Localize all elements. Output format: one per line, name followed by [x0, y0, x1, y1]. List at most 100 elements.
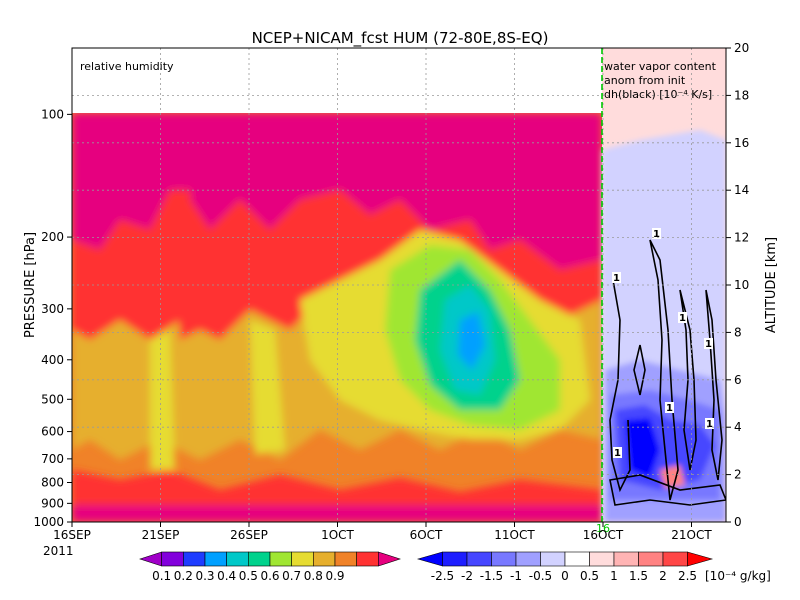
colorbar-rh-label: 0.7	[282, 569, 301, 583]
colorbar-anom-swatch	[662, 551, 688, 567]
colorbar-anom-label: -1.5	[480, 569, 503, 583]
colorbar-anom-swatch	[540, 551, 566, 567]
anom-region-pos	[660, 465, 685, 488]
colorbar-rh-label: 0.6	[260, 569, 279, 583]
colorbar-anom-swatch	[442, 551, 468, 567]
colorbar-anom-label: 2	[659, 569, 667, 583]
colorbar-anom-swatch	[564, 551, 590, 567]
forecast-start-label: 16	[596, 522, 610, 535]
y-left-tick-label: 100	[41, 107, 64, 121]
dh-contour-3	[679, 289, 697, 471]
colorbar-rh-label: 0.8	[304, 569, 323, 583]
colorbar-rh-swatch	[269, 551, 292, 567]
colorbar-rh-label: 0.2	[174, 569, 193, 583]
grid-lines	[72, 48, 726, 522]
colorbar-anom-swatch	[687, 551, 714, 567]
colorbar-rh-swatch	[378, 551, 401, 567]
colorbar-anom-label: 1.5	[629, 569, 648, 583]
y-right-tick-label: 0	[734, 515, 742, 529]
rh-field	[72, 48, 602, 522]
colorbar-rh-label: 0.3	[195, 569, 214, 583]
y-right-tick-label: 10	[734, 278, 749, 292]
x-axis-time: 16SEP 21SEP 26SEP 1OCT 6OCT 11OCT 16OCT 21OCT	[53, 522, 712, 542]
y-right-tick-label: 8	[734, 325, 742, 339]
colorbar-relative-humidity: 0.1 0.2 0.3 0.4 0.5 0.6 0.7 0.8 0.9	[139, 551, 401, 583]
colorbar-rh-label: 0.9	[325, 569, 344, 583]
colorbar-anom-swatch	[638, 551, 664, 567]
colorbar-rh-swatch	[334, 551, 357, 567]
colorbar-rh-label: 0.5	[239, 569, 258, 583]
x-tick-label: 11OCT	[494, 528, 535, 542]
colorbar-anom-label: 0	[561, 569, 569, 583]
colorbar-anom-swatch	[613, 551, 639, 567]
dh-contour-5	[633, 344, 646, 396]
y-right-tick-label: 12	[734, 231, 749, 245]
y-axis-pressure: 100 200 300 400 500 600 700 800 900 1000	[33, 107, 72, 529]
contour-label: 1	[679, 313, 686, 324]
y-left-tick-label: 600	[41, 425, 64, 439]
y-left-tick-label: 800	[41, 475, 64, 489]
colorbar-anom-unit: [10⁻⁴ g/kg]	[705, 569, 771, 583]
contour-label: 1	[706, 419, 713, 430]
y-right-tick-label: 18	[734, 88, 749, 102]
y-right-tick-label: 14	[734, 183, 749, 197]
rh-region-020	[458, 312, 485, 370]
x-tick-label: 16SEP	[53, 528, 91, 542]
y-axis-altitude: 0 2 4 6 8 10 12 14 16 18 20	[726, 41, 749, 529]
y-axis-right-label: ALTITUDE [km]	[764, 237, 779, 333]
y-left-tick-label: 900	[41, 496, 64, 510]
colorbar-anom-label: 1	[610, 569, 618, 583]
x-tick-label: 26SEP	[230, 528, 268, 542]
dh-contour-4	[705, 289, 723, 481]
y-right-tick-label: 16	[734, 136, 749, 150]
x-tick-label: 21OCT	[671, 528, 712, 542]
rh-streak-2	[150, 330, 175, 470]
colorbar-rh-swatch	[356, 551, 379, 567]
colorbar-anom-label: -0.5	[529, 569, 552, 583]
dh-contour-labels: 1 1 1 1 1 1 1	[612, 228, 714, 459]
colorbar-anom-swatch	[589, 551, 615, 567]
rh-blank-upper	[72, 48, 602, 113]
colorbar-rh-swatch	[248, 551, 271, 567]
right-panel-label: water vapor content anom from init dh(bl…	[604, 60, 717, 101]
rh-streak-1	[170, 190, 200, 340]
right-panel-label-line: anom from init	[604, 74, 686, 87]
right-panel-label-line: water vapor content	[604, 60, 717, 73]
contour-label: 1	[613, 273, 620, 284]
rh-region-090-surface	[72, 505, 602, 522]
dh-contour-6	[609, 474, 726, 506]
colorbar-rh-swatch	[313, 551, 336, 567]
colorbar-anom-label: -2	[461, 569, 473, 583]
contour-label: 1	[666, 403, 673, 414]
colorbar-anom-label: 0.5	[580, 569, 599, 583]
colorbar-rh-label: 0.4	[217, 569, 236, 583]
colorbar-rh-swatch	[161, 551, 184, 567]
colorbar-anom-swatch	[515, 551, 541, 567]
colorbar-anom-swatch	[416, 551, 443, 567]
rh-region-090-upper	[72, 113, 602, 270]
colorbar-rh-label: 0.1	[152, 569, 171, 583]
y-axis-left-label: PRESSURE [hPa]	[23, 232, 38, 338]
y-left-tick-label: 500	[41, 392, 64, 406]
dh-contour-2	[649, 239, 679, 501]
y-left-tick-label: 700	[41, 452, 64, 466]
y-right-tick-label: 4	[734, 420, 742, 434]
colorbar-anom-label: -2.5	[431, 569, 454, 583]
colorbar-rh-swatch	[204, 551, 227, 567]
colorbar-anom-label: -1	[510, 569, 522, 583]
left-panel-label: relative humidity	[80, 60, 174, 73]
x-tick-label: 16OCT	[583, 528, 624, 542]
x-tick-label: 6OCT	[410, 528, 443, 542]
colorbar-anom-swatch	[466, 551, 492, 567]
colorbar-rh-swatch	[139, 551, 162, 567]
contour-label: 1	[705, 339, 712, 350]
colorbar-rh-swatch	[226, 551, 249, 567]
colorbar-anom-label: 2.5	[678, 569, 697, 583]
dh-contours	[609, 239, 726, 506]
dh-contour-1	[609, 279, 631, 493]
anom-region-neg-25	[625, 418, 660, 478]
colorbar-rh-swatch	[183, 551, 206, 567]
contour-label: 1	[653, 229, 660, 240]
y-left-tick-label: 400	[41, 353, 64, 367]
